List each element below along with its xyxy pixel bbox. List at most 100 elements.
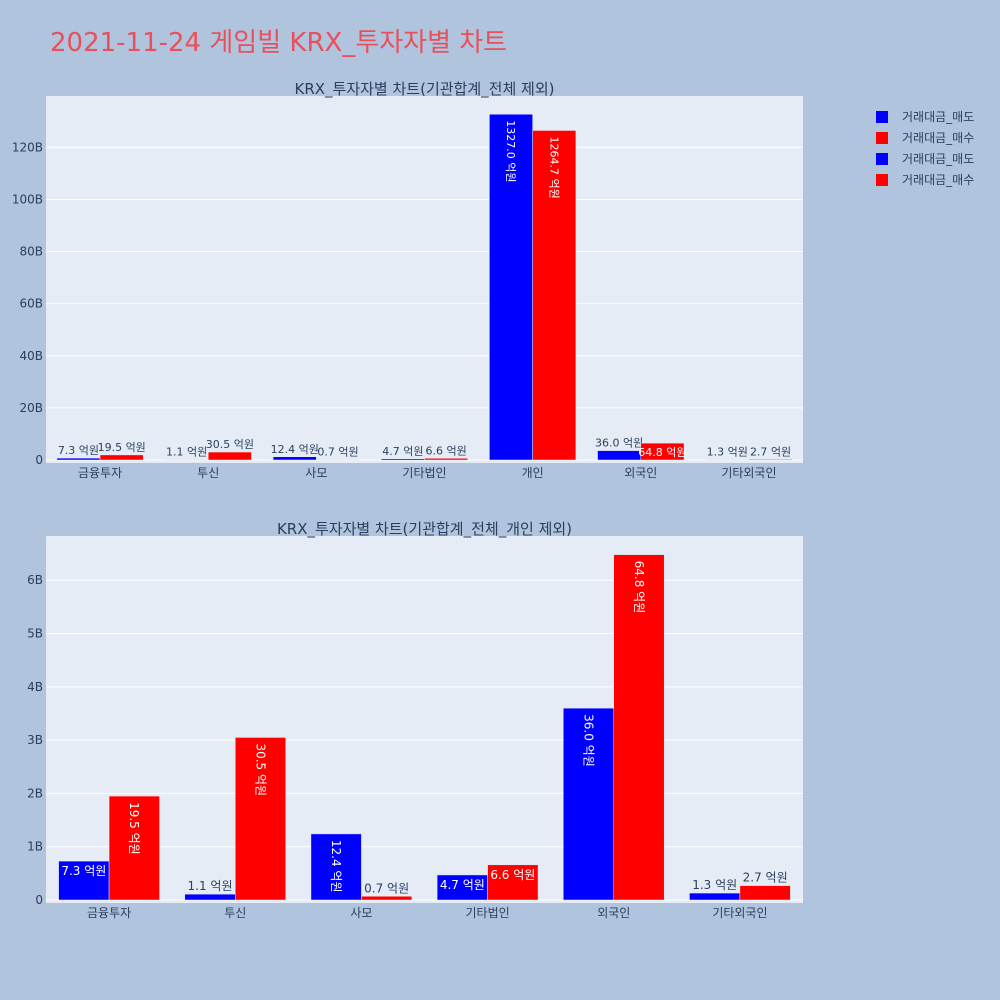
data-label: 12.4 억원 <box>271 443 319 456</box>
y-tick-label: 6B <box>27 573 43 587</box>
legend-item[interactable]: 거래대금_매수 <box>876 127 974 148</box>
data-label: 6.6 억원 <box>426 444 467 457</box>
x-tick-label: 사모 <box>305 466 327 480</box>
data-label: 30.5 억원 <box>206 438 254 451</box>
plot-background <box>46 536 803 903</box>
data-label: 30.5 억원 <box>253 743 267 796</box>
y-tick-label: 1B <box>27 840 43 854</box>
data-label: 0.7 억원 <box>364 881 409 895</box>
bar-sell[interactable] <box>380 458 425 461</box>
bar-buy[interactable] <box>487 864 539 901</box>
data-label: 2.7 억원 <box>743 871 788 885</box>
bar-sell[interactable] <box>58 860 110 901</box>
chart-title: KRX_투자자별 차트(기관합계_전체_개인 제외) <box>277 520 572 539</box>
data-label: 4.7 억원 <box>440 878 485 892</box>
legend-swatch <box>876 131 888 144</box>
legend-label: 거래대금_매도 <box>902 110 975 124</box>
bar-buy[interactable] <box>739 885 791 901</box>
bar-sell[interactable] <box>272 456 317 461</box>
bar-buy[interactable] <box>532 130 577 461</box>
legend-label: 거래대금_매수 <box>902 173 975 187</box>
bar-sell[interactable] <box>689 892 741 901</box>
x-tick-label: 기타법인 <box>465 906 509 920</box>
legend-item[interactable]: 거래대금_매도 <box>876 106 974 127</box>
x-tick-label: 기타외국인 <box>721 466 776 480</box>
data-label: 12.4 억원 <box>329 840 343 893</box>
x-tick-label: 외국인 <box>597 906 630 920</box>
data-label: 1327.0 억원 <box>504 120 517 182</box>
bar-buy[interactable] <box>108 795 160 901</box>
x-tick-label: 금융투자 <box>78 466 122 480</box>
data-label: 1.1 억원 <box>166 446 207 459</box>
y-tick-label: 40B <box>19 349 43 363</box>
data-label: 6.6 억원 <box>490 868 535 882</box>
data-label: 2.7 억원 <box>750 445 791 458</box>
bar-buy[interactable] <box>207 451 252 461</box>
y-tick-label: 0 <box>35 893 43 907</box>
data-label: 19.5 억원 <box>127 802 141 855</box>
x-tick-label: 투신 <box>224 906 246 920</box>
bar-buy[interactable] <box>748 459 793 461</box>
bar-buy[interactable] <box>613 554 665 901</box>
legend-swatch <box>876 152 888 165</box>
y-tick-label: 3B <box>27 733 43 747</box>
x-tick-label: 금융투자 <box>87 906 131 920</box>
data-label: 64.8 억원 <box>632 561 646 614</box>
bar-buy[interactable] <box>640 442 685 461</box>
bar-sell[interactable] <box>705 459 750 461</box>
bar-sell[interactable] <box>310 833 362 901</box>
y-tick-label: 60B <box>19 297 43 311</box>
data-label: 19.5 억원 <box>98 441 146 454</box>
x-tick-label: 기타법인 <box>402 466 446 480</box>
chart-panel-1: 0 20B 40B 60B 80B 100B 120B KRX_투자자별 차트(기관합계_전체… <box>12 80 803 480</box>
data-label: 1.1 억원 <box>188 879 233 893</box>
bar-buy[interactable] <box>361 896 413 901</box>
y-tick-label: 0 <box>35 453 43 467</box>
data-label: 4.7 억원 <box>382 445 423 458</box>
bar-buy[interactable] <box>424 458 469 461</box>
bar-sell[interactable] <box>56 457 101 461</box>
data-label: 0.7 억원 <box>317 446 358 459</box>
bar-buy[interactable] <box>316 459 360 461</box>
bar-sell[interactable] <box>489 113 533 461</box>
bar-sell[interactable] <box>563 707 614 901</box>
legend-item[interactable]: 거래대금_매수 <box>876 169 974 190</box>
legend-label: 거래대금_매도 <box>902 152 975 166</box>
x-tick-label: 투신 <box>197 466 219 480</box>
x-tick-label: 외국인 <box>624 466 657 480</box>
chart-panel-2: 0 1B 2B 3B 4B 5B 6B KRX_투자자별 차트(기관합계_전체_개인 제외) 금… <box>27 520 803 920</box>
data-label: 36.0 억원 <box>581 714 595 767</box>
data-label: 1.3 억원 <box>707 446 748 459</box>
x-tick-label: 사모 <box>350 906 372 920</box>
bar-sell[interactable] <box>164 459 209 461</box>
bar-sell[interactable] <box>597 450 642 461</box>
legend-swatch <box>876 173 888 186</box>
chart-title: KRX_투자자별 차트(기관합계_전체 제외) <box>295 80 555 99</box>
y-tick-label: 5B <box>27 627 43 641</box>
x-tick-label: 기타외국인 <box>712 906 767 920</box>
legend-swatch <box>876 110 888 123</box>
legend-item[interactable]: 거래대금_매도 <box>876 148 974 169</box>
data-label: 36.0 억원 <box>595 437 643 450</box>
bar-buy[interactable] <box>99 454 144 461</box>
bar-sell[interactable] <box>436 874 488 901</box>
y-tick-label: 120B <box>12 140 43 154</box>
page-title: 2021-11-24 게임빌 KRX_투자자별 차트 <box>50 28 508 58</box>
bar-sell[interactable] <box>184 893 236 901</box>
bar-buy[interactable] <box>235 737 286 901</box>
y-tick-label: 20B <box>19 401 43 415</box>
x-tick-label: 개인 <box>522 466 544 480</box>
y-tick-label: 2B <box>27 786 43 800</box>
data-label: 64.8 억원 <box>638 446 686 459</box>
data-label: 1264.7 억원 <box>547 136 560 198</box>
legend: 거래대금_매도 거래대금_매수 거래대금_매도 거래대금_매수 <box>876 106 974 190</box>
y-tick-label: 4B <box>27 680 43 694</box>
y-tick-label: 100B <box>12 192 43 206</box>
data-label: 7.3 억원 <box>61 864 106 878</box>
legend-label: 거래대금_매수 <box>902 131 975 145</box>
data-label: 1.3 억원 <box>692 878 737 892</box>
data-label: 7.3 억원 <box>58 444 99 457</box>
plot-background <box>46 96 803 463</box>
y-tick-label: 80B <box>19 245 43 259</box>
